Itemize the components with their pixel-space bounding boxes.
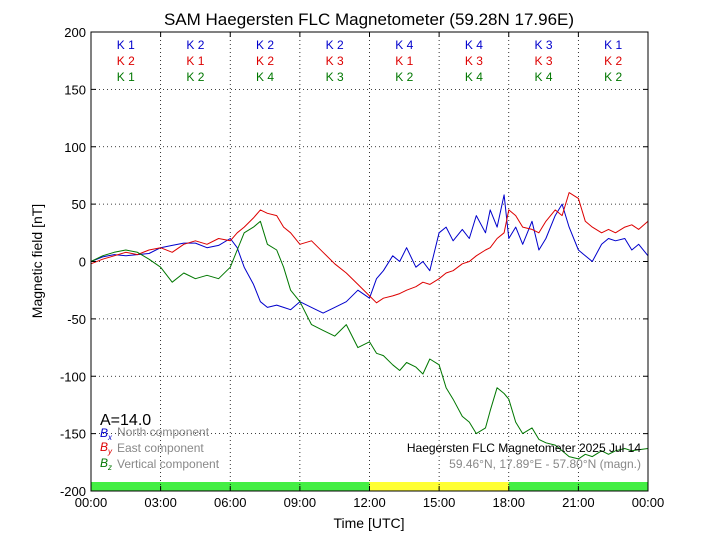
k-index-east-2: K 2 (256, 54, 274, 68)
k-index-north-0: K 1 (117, 38, 135, 52)
plot-area: 00:00 03:00 06:00 09:00 12:00 15:00 18:00 21:00… (60, 25, 664, 510)
series-line-vertical (90, 220, 649, 460)
legend-symbol-east: By (100, 440, 113, 456)
x-axis-label: Time [UTC] (333, 515, 404, 531)
legend-label-east: East component (117, 441, 204, 455)
y-tick-label-3: -50 (67, 312, 86, 327)
legend: Bx North component By East component Bz … (100, 425, 220, 472)
annotation-coordinates: 59.46°N, 17.89°E - 57.80°N (magn.) (449, 457, 641, 471)
chart-title: SAM Haegersten FLC Magnetometer (59.28N … (164, 10, 574, 29)
x-tick-label-6: 18:00 (492, 495, 525, 510)
k-index-east-1: K 1 (186, 54, 204, 68)
legend-item-east: By East component (100, 440, 204, 456)
k-index-east-5: K 3 (465, 54, 483, 68)
x-tick-label-5: 15:00 (423, 495, 456, 510)
k-index-east-3: K 3 (326, 54, 344, 68)
k-index-vertical-4: K 2 (395, 70, 413, 84)
k-index-east-4: K 1 (395, 54, 413, 68)
k-index-north-6: K 3 (535, 38, 553, 52)
grid (91, 32, 648, 491)
x-tick-label-8: 00:00 (632, 495, 665, 510)
k-index-vertical-7: K 2 (604, 70, 622, 84)
y-tick-label-6: 100 (64, 140, 86, 155)
k-index-east-0: K 2 (117, 54, 135, 68)
legend-label-vertical: Vertical component (117, 457, 220, 471)
k-index-vertical-3: K 3 (326, 70, 344, 84)
series-lines (90, 192, 649, 460)
k-index-east-6: K 3 (535, 54, 553, 68)
k-index-table: K 1 K 2 K 2 K 2 K 4 K 4 K 3 K 1 K 2 K 1 K 2 K 3 K 1 K… (117, 38, 623, 84)
axis-ticks: 00:00 03:00 06:00 09:00 12:00 15:00 18:00 21:00… (60, 25, 664, 510)
k-index-north-4: K 4 (395, 38, 413, 52)
y-tick-label-4: 0 (79, 255, 86, 270)
k-index-vertical-6: K 4 (535, 70, 553, 84)
legend-symbol-north: Bx (100, 426, 113, 442)
y-axis-label: Magnetic field [nT] (29, 204, 45, 318)
k-index-vertical-1: K 2 (186, 70, 204, 84)
legend-symbol-vertical: Bz (100, 456, 112, 472)
annotation-station: Haegersten FLC Magnetometer 2025 Jul 14 (407, 441, 641, 455)
k-index-north-7: K 1 (604, 38, 622, 52)
legend-item-vertical: Bz Vertical component (100, 456, 220, 472)
x-tick-label-0: 00:00 (75, 495, 108, 510)
k-index-vertical-2: K 4 (256, 70, 274, 84)
k-index-north-1: K 2 (186, 38, 204, 52)
k-index-east-7: K 2 (604, 54, 622, 68)
y-tick-label-0: -200 (60, 484, 86, 499)
legend-label-north: North component (117, 425, 210, 439)
y-tick-label-2: -100 (60, 369, 86, 384)
k-index-north-2: K 2 (256, 38, 274, 52)
k-index-vertical-5: K 4 (465, 70, 483, 84)
x-tick-label-7: 21:00 (562, 495, 595, 510)
y-tick-label-1: -150 (60, 427, 86, 442)
y-tick-label-8: 200 (64, 25, 86, 40)
k-index-north-5: K 4 (465, 38, 483, 52)
y-tick-label-5: 50 (72, 197, 86, 212)
x-tick-label-4: 12:00 (353, 495, 386, 510)
legend-item-north: Bx North component (100, 425, 210, 442)
x-tick-label-1: 03:00 (144, 495, 177, 510)
a-index-label: A=14.0 (100, 412, 151, 429)
y-tick-label-7: 150 (64, 82, 86, 97)
k-index-north-3: K 2 (326, 38, 344, 52)
k-index-vertical-0: K 1 (117, 70, 135, 84)
series-line-east (90, 192, 649, 304)
x-tick-label-3: 09:00 (284, 495, 317, 510)
x-tick-label-2: 06:00 (214, 495, 247, 510)
series-line-north (90, 194, 649, 314)
